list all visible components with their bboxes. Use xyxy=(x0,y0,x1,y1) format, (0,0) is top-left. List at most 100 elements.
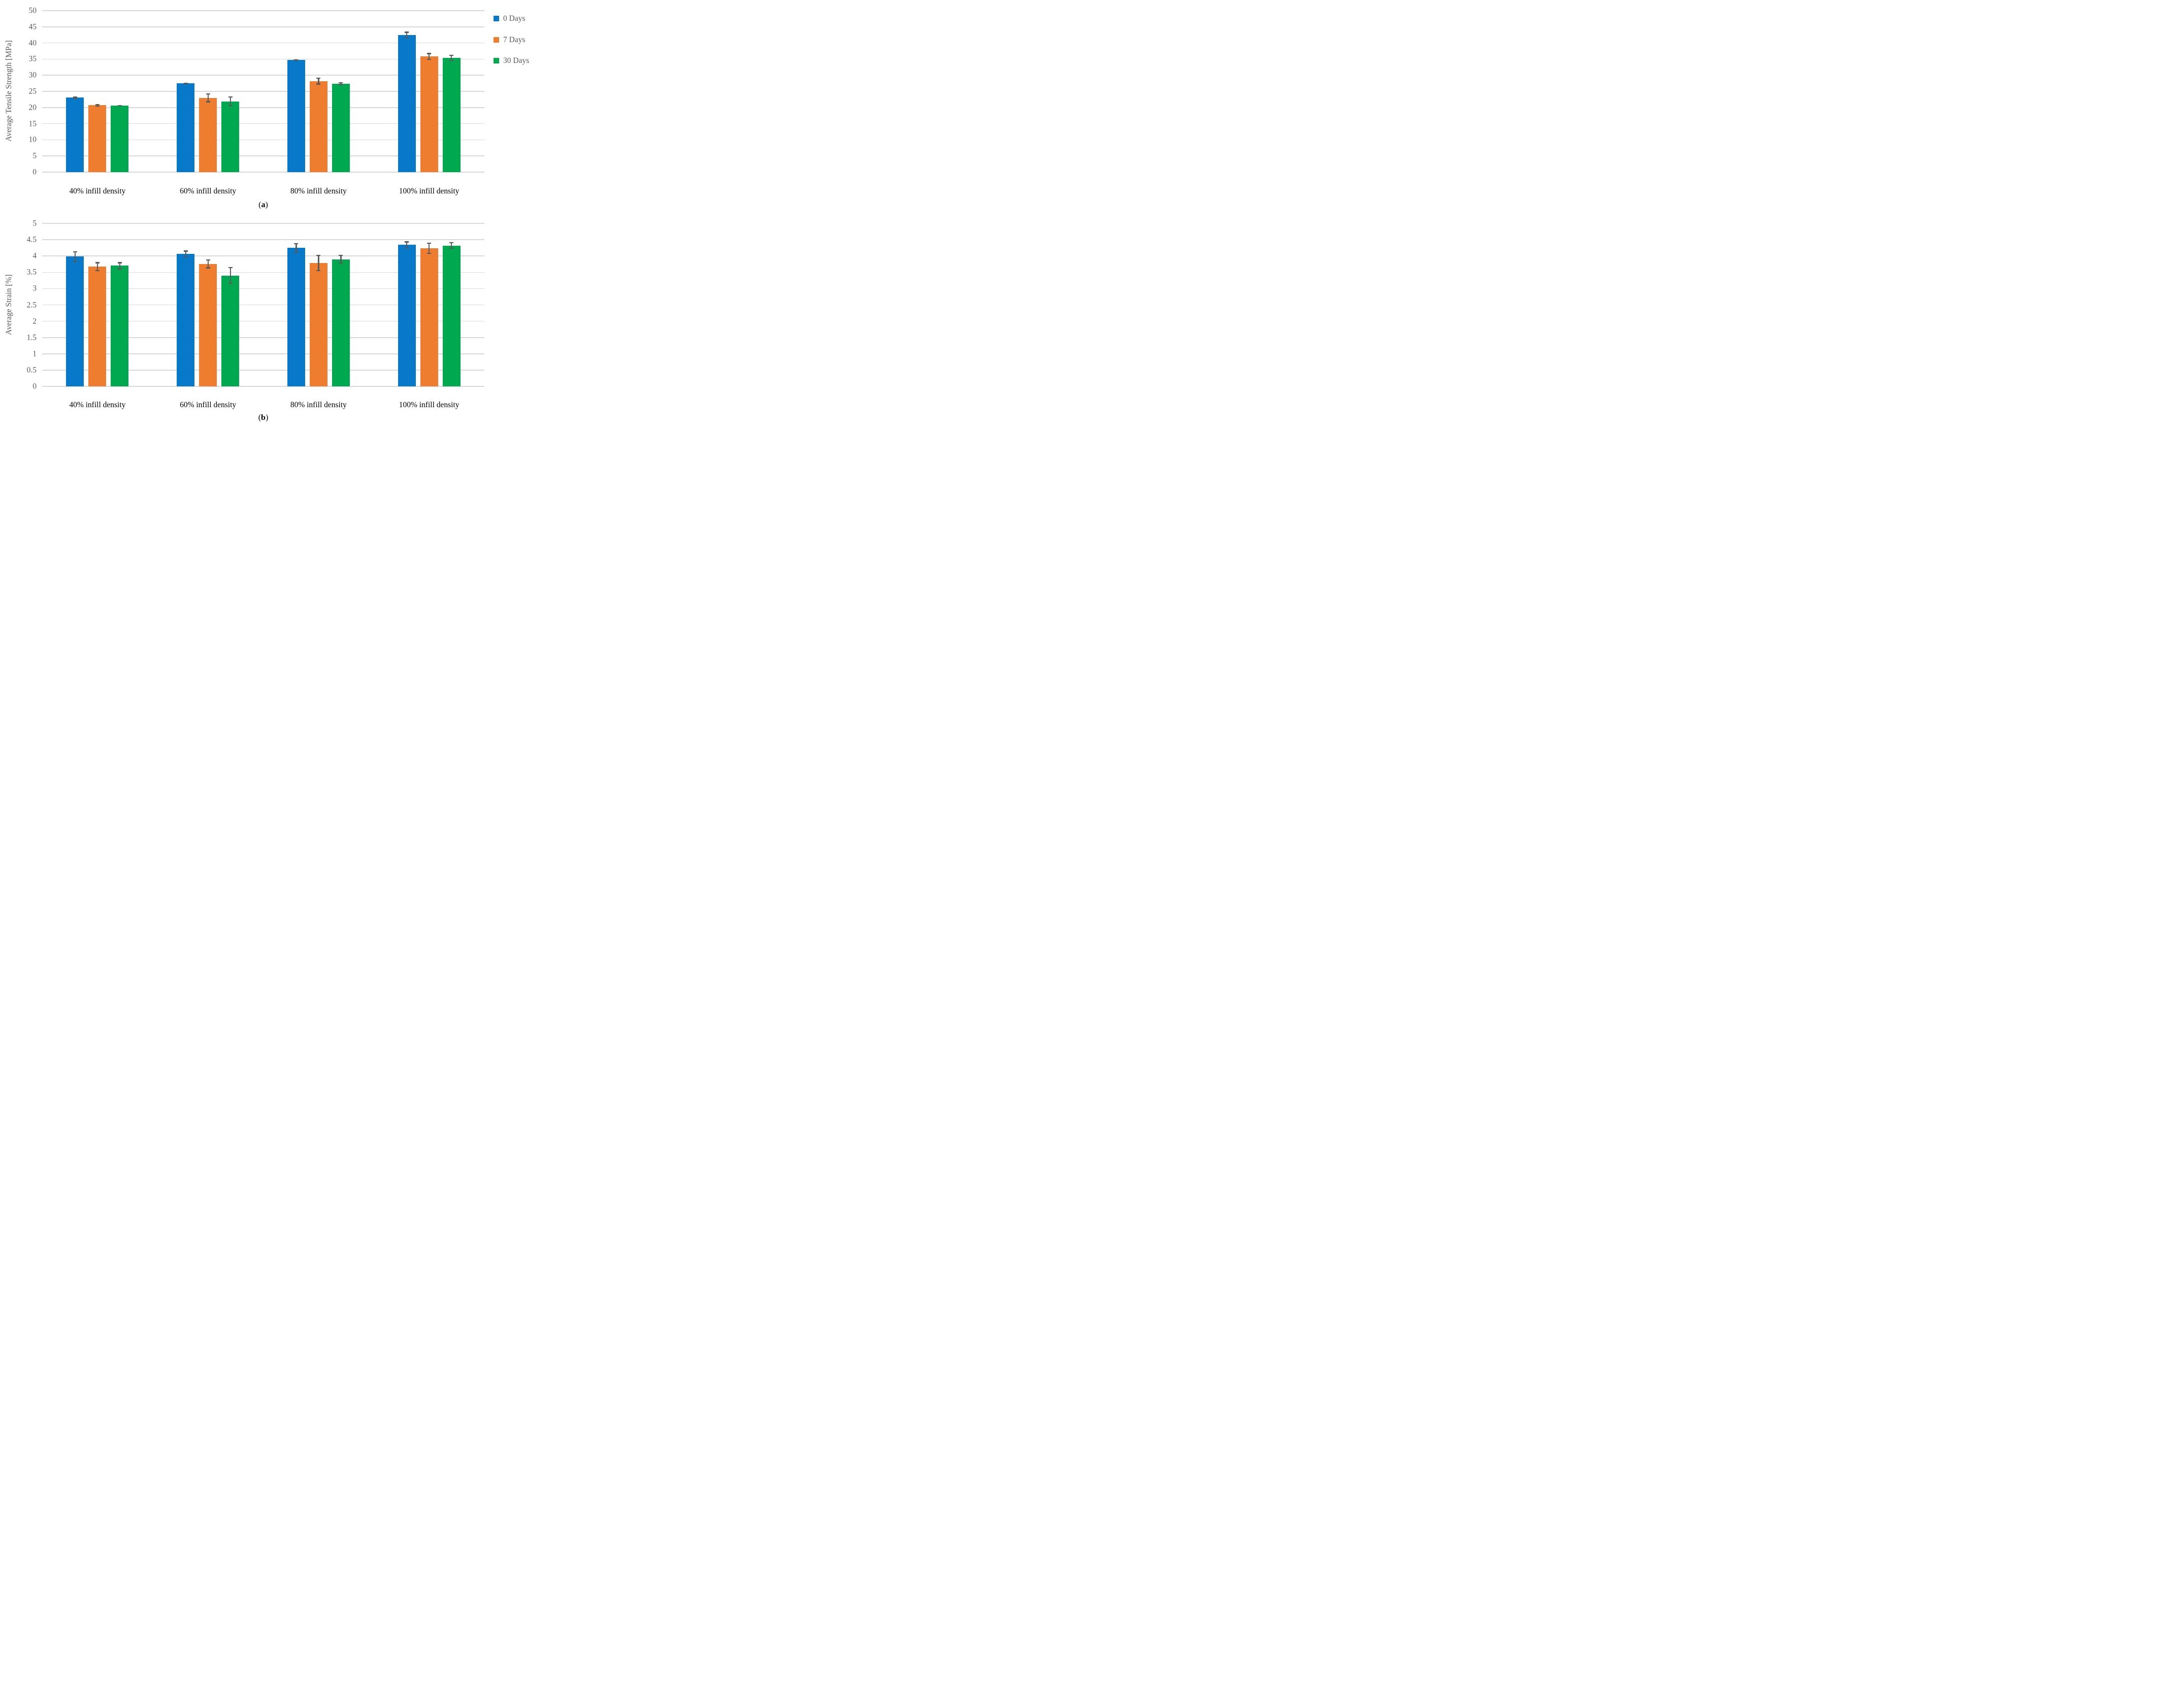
y-tick-label: 0 xyxy=(32,382,37,391)
error-bar-cap-bottom xyxy=(294,251,299,253)
error-bar-cap-bottom xyxy=(449,60,454,61)
error-bar xyxy=(206,259,210,269)
error-bar-stem xyxy=(74,96,76,99)
error-bar xyxy=(183,82,188,84)
bar-a-80pct-0days xyxy=(287,60,305,172)
bar-b-40pct-30days xyxy=(111,266,129,386)
y-tick-label: 25 xyxy=(28,87,37,96)
error-bar xyxy=(449,242,454,249)
y-tick-label: 35 xyxy=(28,54,37,63)
bar-column xyxy=(88,223,107,386)
bar-groups xyxy=(42,11,484,172)
y-tick-label: 10 xyxy=(28,135,37,144)
bar-b-60pct-7days xyxy=(199,264,217,386)
y-tick-label: 2 xyxy=(32,316,37,325)
error-bar-cap-bottom xyxy=(316,270,321,271)
error-bar-cap-bottom xyxy=(228,283,233,284)
bar-column xyxy=(332,11,350,172)
legend-label-0days: 0 Days xyxy=(503,14,526,23)
bar-a-80pct-7days xyxy=(309,81,327,172)
error-bar xyxy=(316,254,321,271)
bar-a-60pct-30days xyxy=(221,101,240,172)
error-bar-stem xyxy=(96,104,98,107)
bar-column xyxy=(398,223,416,386)
error-bar-cap-bottom xyxy=(73,260,77,262)
bar-group-80pct xyxy=(264,223,374,386)
y-tick-label: 2.5 xyxy=(26,300,37,309)
error-bar-cap-bottom xyxy=(73,97,77,99)
bar-group-40pct xyxy=(42,223,153,386)
error-bar xyxy=(339,82,343,85)
bar-column xyxy=(287,223,305,386)
gridline xyxy=(42,42,484,44)
error-bar-cap-top xyxy=(339,255,343,256)
bar-group-60pct xyxy=(153,223,264,386)
gridline xyxy=(42,320,484,322)
error-bar-stem xyxy=(429,242,430,254)
bar-b-80pct-0days xyxy=(287,248,305,386)
error-bar-cap-top xyxy=(73,251,77,253)
error-bar-cap-top xyxy=(117,262,122,264)
error-bar-stem xyxy=(318,77,319,85)
legend-swatch-0days-icon xyxy=(494,16,499,22)
error-bar-cap-bottom xyxy=(228,105,233,107)
gridline xyxy=(42,123,484,124)
legend: 0 Days 7 Days 30 Days xyxy=(494,15,529,65)
error-bar-stem xyxy=(340,82,342,85)
error-bar xyxy=(405,241,409,249)
error-bar xyxy=(427,53,432,60)
error-bar xyxy=(95,104,100,107)
x-axis-labels-a: 40% infill density 60% infill density 80% … xyxy=(42,187,484,196)
bar-group-80pct xyxy=(264,11,374,172)
y-tick-label: 4.5 xyxy=(26,235,37,244)
error-bar-cap-bottom xyxy=(339,84,343,85)
legend-swatch-7days-icon xyxy=(494,37,499,43)
y-tick-label: 4 xyxy=(32,251,37,260)
error-bar-cap-bottom xyxy=(117,105,122,106)
bar-column xyxy=(287,11,305,172)
bar-b-60pct-0days xyxy=(177,254,195,386)
error-bar-stem xyxy=(406,241,408,249)
error-bar-cap-bottom xyxy=(316,83,321,85)
gridline xyxy=(42,304,484,306)
panel-label-b: (b) xyxy=(258,413,269,422)
figure-page: Average Tensile Strength [MPa] 0 5 10 15 20 2… xyxy=(0,0,541,427)
legend-item-7days: 7 Days xyxy=(494,36,529,44)
error-bar-cap-top xyxy=(316,77,321,79)
error-bar xyxy=(405,31,409,39)
bar-column xyxy=(309,11,327,172)
bar-column xyxy=(420,11,438,172)
gridline xyxy=(42,239,484,240)
error-bar-stem xyxy=(229,96,231,107)
error-bar xyxy=(449,54,454,61)
plot-area-b xyxy=(42,223,484,387)
gridline xyxy=(42,255,484,256)
error-bar-cap-bottom xyxy=(449,247,454,249)
error-bar-cap-bottom xyxy=(294,59,299,61)
y-tick-label: 20 xyxy=(28,103,37,112)
y-tick-label: 1 xyxy=(32,349,37,358)
bar-a-100pct-30days xyxy=(442,57,461,172)
error-bar-cap-top xyxy=(405,31,409,33)
bar-column xyxy=(111,223,129,386)
error-bar xyxy=(294,59,299,61)
bar-a-100pct-7days xyxy=(420,56,438,172)
bar-column xyxy=(199,223,217,386)
error-bar-stem xyxy=(207,93,209,103)
error-bar-cap-bottom xyxy=(117,268,122,270)
error-bar-cap-top xyxy=(427,242,432,244)
error-bar-stem xyxy=(119,262,120,270)
y-tick-label: 0.5 xyxy=(26,366,37,375)
y-axis-title-a: Average Tensile Strength [MPa] xyxy=(5,40,13,142)
category-label: 80% infill density xyxy=(290,187,347,195)
bar-column xyxy=(442,223,461,386)
gridline xyxy=(42,172,484,173)
error-bar xyxy=(183,250,188,258)
error-bar-stem xyxy=(406,31,408,39)
error-bar-cap-bottom xyxy=(339,262,343,264)
legend-item-0days: 0 Days xyxy=(494,15,529,23)
error-bar-stem xyxy=(451,242,452,249)
y-tick-label: 3 xyxy=(32,284,37,293)
bar-column xyxy=(332,223,350,386)
bar-column xyxy=(221,223,240,386)
